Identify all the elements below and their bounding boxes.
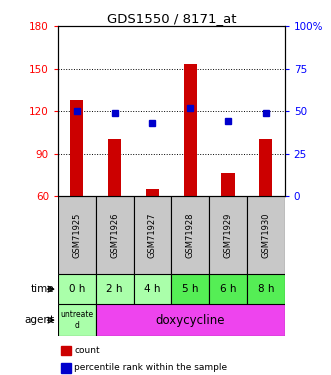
Bar xyxy=(58,274,96,304)
Text: 8 h: 8 h xyxy=(258,284,274,294)
Text: count: count xyxy=(74,346,100,355)
Text: percentile rank within the sample: percentile rank within the sample xyxy=(74,363,228,372)
Bar xyxy=(133,274,171,304)
Bar xyxy=(171,274,209,304)
Bar xyxy=(221,174,235,196)
Bar xyxy=(209,196,247,274)
Text: 2 h: 2 h xyxy=(106,284,123,294)
Text: 6 h: 6 h xyxy=(220,284,236,294)
Text: agent: agent xyxy=(24,315,55,325)
Text: 0 h: 0 h xyxy=(69,284,85,294)
Text: GSM71928: GSM71928 xyxy=(186,212,195,258)
Bar xyxy=(108,140,121,196)
Bar xyxy=(184,64,197,196)
Bar xyxy=(259,140,272,196)
Text: 5 h: 5 h xyxy=(182,284,199,294)
Bar xyxy=(133,196,171,274)
Bar xyxy=(96,196,133,274)
Bar xyxy=(247,274,285,304)
Bar xyxy=(146,189,159,196)
Title: GDS1550 / 8171_at: GDS1550 / 8171_at xyxy=(107,12,236,25)
Text: GSM71926: GSM71926 xyxy=(110,212,119,258)
Bar xyxy=(58,196,96,274)
Bar xyxy=(96,304,285,336)
Bar xyxy=(209,274,247,304)
Text: untreate
d: untreate d xyxy=(60,310,93,330)
Text: GSM71929: GSM71929 xyxy=(223,212,232,258)
Text: GSM71927: GSM71927 xyxy=(148,212,157,258)
Text: 4 h: 4 h xyxy=(144,284,161,294)
Text: doxycycline: doxycycline xyxy=(156,314,225,327)
Text: GSM71930: GSM71930 xyxy=(261,212,270,258)
Bar xyxy=(96,274,133,304)
Text: time: time xyxy=(31,284,55,294)
Bar xyxy=(171,196,209,274)
Text: GSM71925: GSM71925 xyxy=(72,212,81,258)
Bar xyxy=(247,196,285,274)
Bar xyxy=(58,304,96,336)
Bar xyxy=(70,100,83,196)
